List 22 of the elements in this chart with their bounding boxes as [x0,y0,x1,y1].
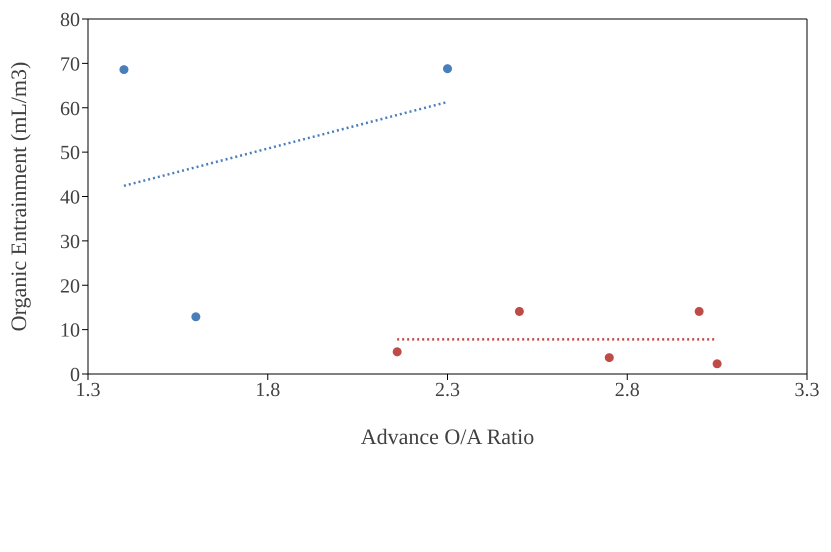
point [119,65,128,74]
y-tick-label: 10 [60,320,80,342]
point [514,306,524,316]
y-tick-label: 30 [60,230,80,253]
point [442,64,452,74]
y-tick-label: 60 [60,98,80,120]
x-axis-title: Advance O/A Ratio [360,424,534,449]
x-tick-label: 3.3 [794,379,820,402]
point [694,306,704,316]
y-tick-label: 80 [60,9,80,32]
point [191,312,200,322]
point [604,353,614,362]
x-tick-label: 2.3 [435,379,460,402]
x-tick-label: 2.8 [614,379,640,402]
y-tick-label: 50 [60,142,80,164]
y-tick-label: 70 [60,53,80,76]
y-tick-label: 20 [60,275,80,298]
point [712,359,722,368]
y-tick-label: 40 [60,186,80,209]
y-axis-title: Organic Entrainment (mL/m3) [6,62,31,332]
point [392,347,402,356]
x-tick-label: 1.8 [255,379,280,402]
